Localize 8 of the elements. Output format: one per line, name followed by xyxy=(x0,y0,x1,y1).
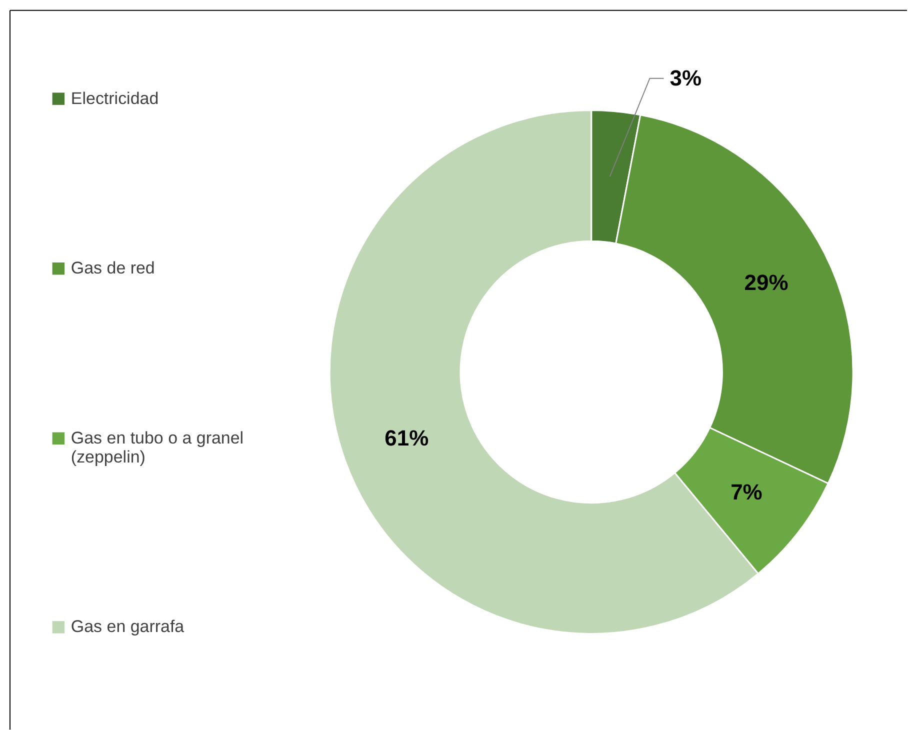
legend-label: Gas en tubo o a granel (zeppelin) xyxy=(70,428,244,466)
data-label: 7% xyxy=(730,479,762,504)
legend-label: Gas en garrafa xyxy=(70,617,185,636)
legend-label: Gas de red xyxy=(70,258,155,278)
data-label: 29% xyxy=(744,270,788,295)
data-label: 61% xyxy=(384,425,429,450)
data-label: 3% xyxy=(670,65,702,90)
legend-label: Electricidad xyxy=(70,88,159,108)
